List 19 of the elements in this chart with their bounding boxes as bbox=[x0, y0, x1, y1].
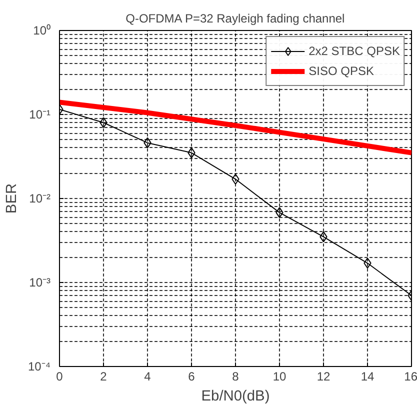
legend-label: 2x2 STBC QPSK bbox=[308, 44, 400, 58]
x-axis-title: Eb/N0(dB) bbox=[201, 388, 270, 404]
x-tick-label: 0 bbox=[56, 370, 64, 384]
legend-label: SISO QPSK bbox=[308, 64, 374, 78]
x-tick-label: 12 bbox=[316, 370, 330, 384]
y-tick-label: 10⁰ bbox=[33, 24, 51, 38]
x-tick-label: 10 bbox=[272, 370, 286, 384]
y-tick-label: 10⁻³ bbox=[29, 276, 51, 290]
y-tick-label: 10⁻² bbox=[29, 192, 51, 206]
x-tick-label: 6 bbox=[188, 370, 196, 384]
chart-title: Q-OFDMA P=32 Rayleigh fading channel bbox=[126, 12, 345, 26]
x-tick-label: 4 bbox=[144, 370, 152, 384]
y-axis-title: BER bbox=[4, 183, 20, 214]
y-tick-label: 10⁻⁴ bbox=[28, 360, 51, 374]
x-tick-label: 2 bbox=[100, 370, 108, 384]
x-tick-label: 8 bbox=[232, 370, 240, 384]
x-tick-label: 16 bbox=[404, 370, 417, 384]
y-tick-label: 10⁻¹ bbox=[29, 108, 51, 122]
x-tick-label: 14 bbox=[360, 370, 374, 384]
